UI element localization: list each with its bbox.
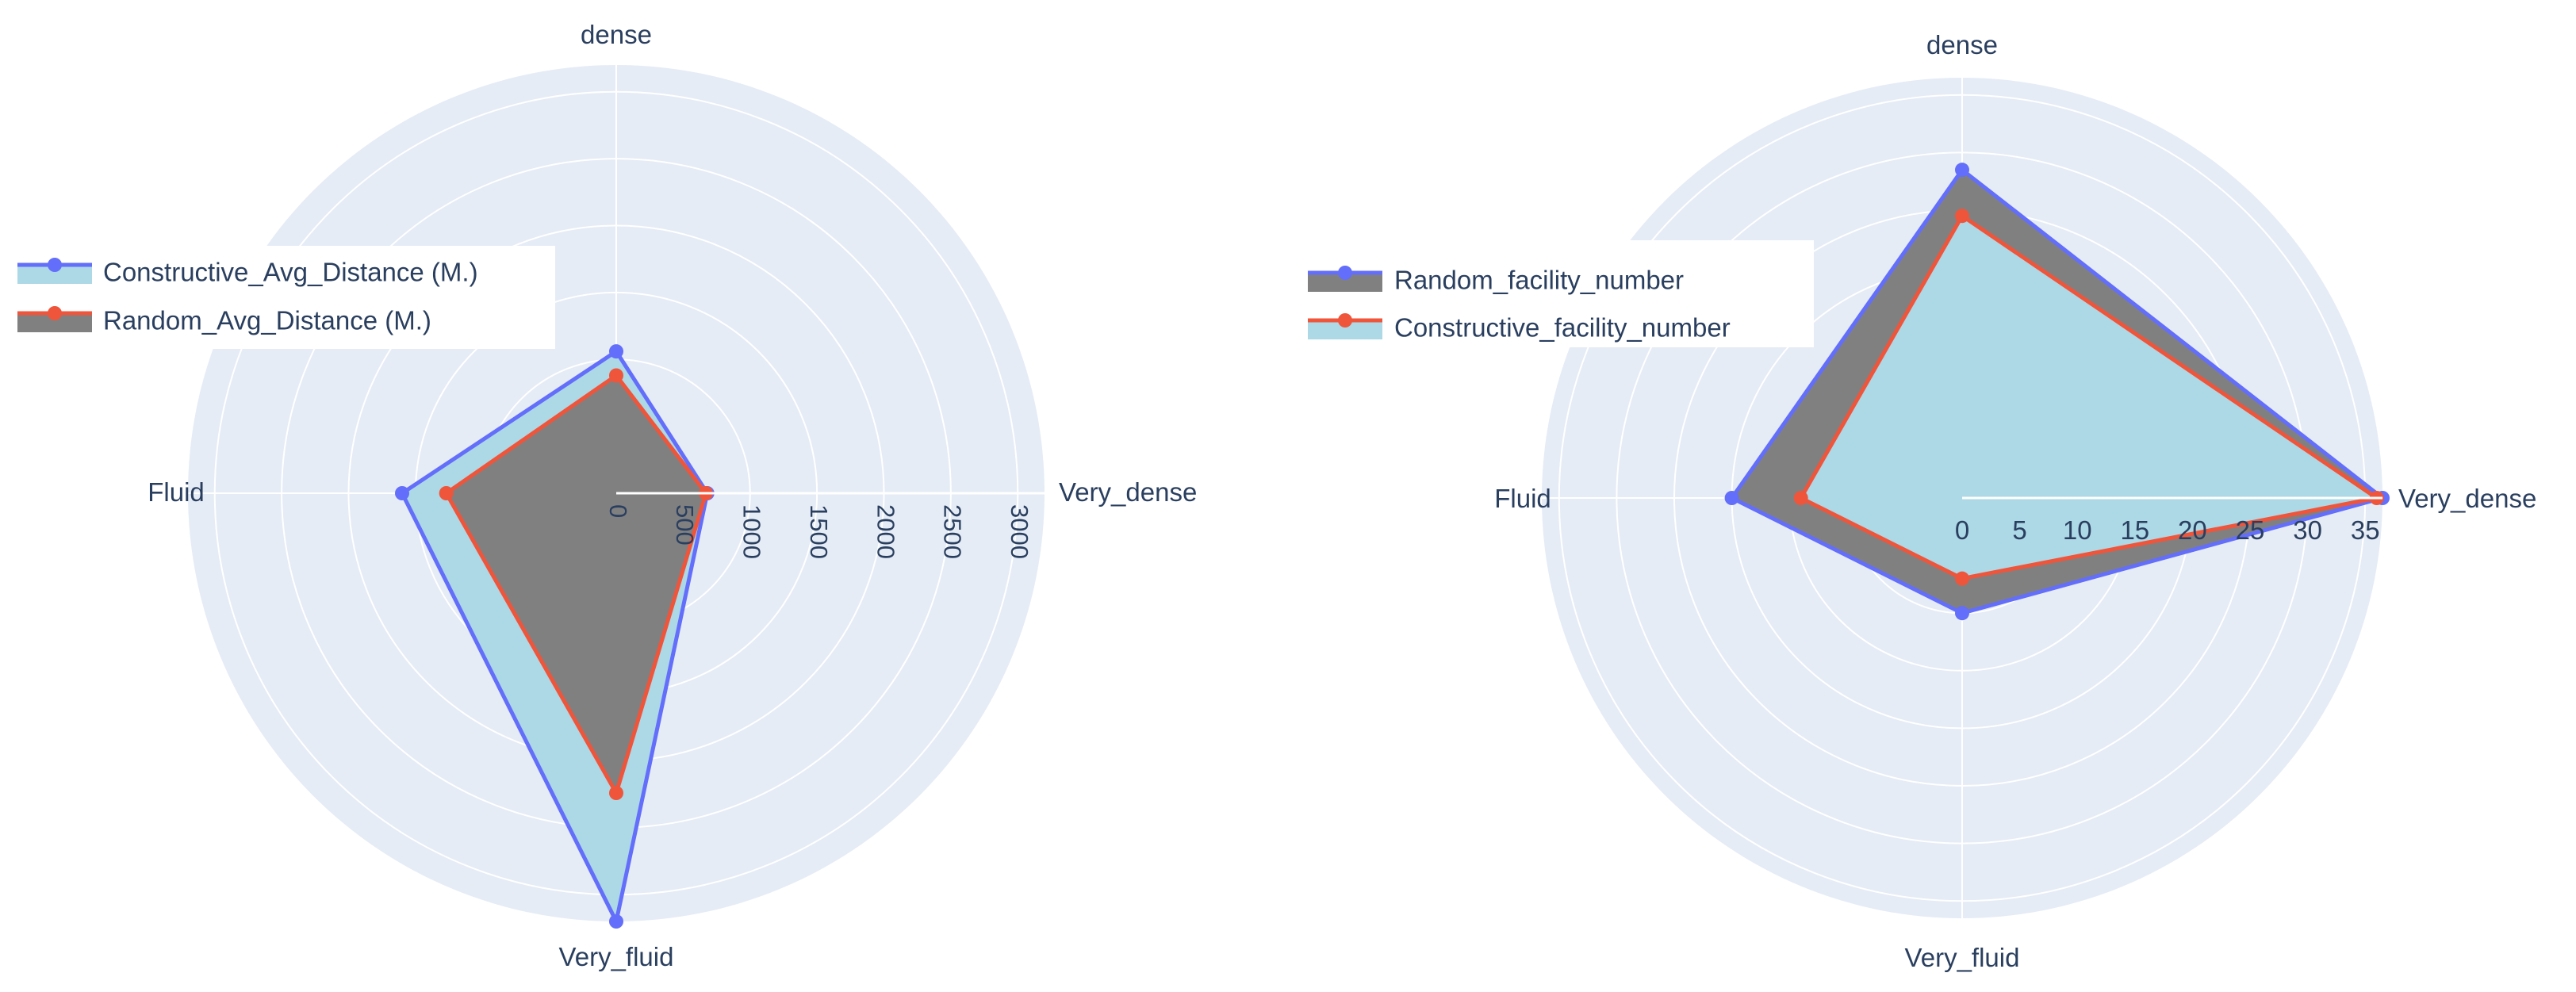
data-point[interactable] <box>1724 491 1739 505</box>
legend-label: Constructive_facility_number <box>1394 313 1731 343</box>
data-point[interactable] <box>439 486 454 500</box>
legend-background <box>1306 240 1814 347</box>
radial-tick-label: 1500 <box>805 504 833 559</box>
data-point[interactable] <box>609 914 623 929</box>
radial-tick-label: 2000 <box>872 504 899 559</box>
legend-swatch-marker <box>48 258 62 272</box>
legend-swatch-marker <box>1338 313 1352 327</box>
legend-swatch-marker <box>48 306 62 320</box>
legend: Random_facility_number Constructive_facil… <box>1306 240 1814 347</box>
data-point[interactable] <box>1955 606 1969 621</box>
series-fill-1 <box>1800 216 2377 579</box>
legend-item[interactable]: Random_facility_number <box>1308 266 1684 295</box>
radial-tick-label: 15 <box>2120 515 2149 545</box>
category-label: Very_dense <box>1059 477 1197 507</box>
legend-item[interactable]: Constructive_facility_number <box>1308 313 1731 343</box>
data-point[interactable] <box>1955 209 1969 224</box>
radial-tick-label: 0 <box>1955 515 1969 545</box>
legend-item[interactable]: Random_Avg_Distance (M.) <box>17 306 431 335</box>
category-label: dense <box>1926 30 1998 59</box>
category-label: Very_fluid <box>1905 943 2020 972</box>
category-label: Fluid <box>148 477 205 507</box>
radial-tick-label: 20 <box>2178 515 2207 545</box>
category-label: Very_fluid <box>559 942 674 971</box>
radial-tick-label: 2500 <box>939 504 967 559</box>
radial-tick-label: 1000 <box>738 504 766 559</box>
radial-tick-label: 5 <box>2012 515 2026 545</box>
legend-item[interactable]: Constructive_Avg_Distance (M.) <box>17 258 478 287</box>
data-point[interactable] <box>1955 571 1969 586</box>
category-label: Very_dense <box>2398 484 2536 513</box>
radar-chart-facility-number: 0 5 10 15 20 25 30 35 Very_dense dense Fluid Very_f… <box>1306 30 2536 972</box>
legend-swatch-marker <box>1338 266 1352 280</box>
data-point[interactable] <box>609 786 623 800</box>
category-label: dense <box>581 20 652 49</box>
radar-chart-avg-distance: 0 500 1000 1500 2000 2500 3000 Very_dense dense F… <box>16 20 1197 971</box>
data-point[interactable] <box>1955 163 1969 178</box>
legend-label: Constructive_Avg_Distance (M.) <box>103 258 478 287</box>
legend: Constructive_Avg_Distance (M.) Random_Avg… <box>16 246 555 349</box>
category-label: Fluid <box>1494 484 1551 513</box>
legend-label: Random_Avg_Distance (M.) <box>103 306 431 335</box>
data-point[interactable] <box>395 486 409 500</box>
radial-tick-label: 10 <box>2063 515 2092 545</box>
radial-tick-label: 3000 <box>1006 504 1033 559</box>
data-point[interactable] <box>609 344 623 359</box>
radial-tick-label: 500 <box>671 504 699 546</box>
radial-tick-label: 35 <box>2351 515 2380 545</box>
radial-tick-label: 30 <box>2293 515 2322 545</box>
data-point[interactable] <box>1793 491 1808 505</box>
series-fill-1 <box>446 375 707 793</box>
radial-tick-label: 0 <box>604 504 632 518</box>
legend-label: Random_facility_number <box>1394 266 1684 295</box>
radial-tick-label: 25 <box>2236 515 2265 545</box>
data-point[interactable] <box>609 368 623 383</box>
legend-background <box>16 246 555 349</box>
